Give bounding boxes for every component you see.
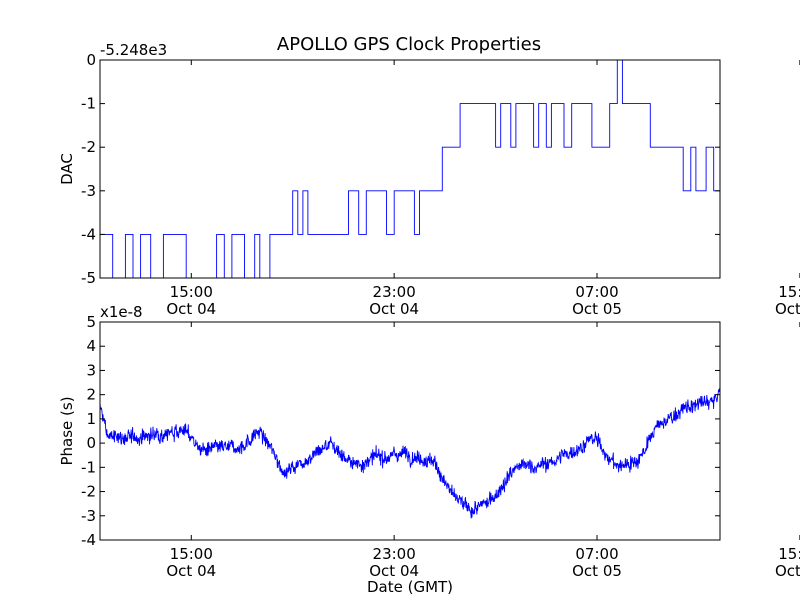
y-tick-label: 4 [86,337,96,355]
y-tick-label: -4 [81,225,96,243]
dac-step-line [100,60,720,278]
y-tick-label: -5 [81,269,96,287]
x-tick-date-label: Oct 04 [166,300,216,318]
x-axis-label: Date (GMT) [367,578,453,596]
y-tick-label: -1 [81,458,96,476]
y-tick-label: 5 [86,313,96,331]
y-tick-label: 0 [86,51,96,69]
phase-y-ticks: 5 4 3 2 1 0 -1 -2 -3 -4 [81,313,720,549]
y-tick-label: 0 [86,434,96,452]
chart-title: APOLLO GPS Clock Properties [277,34,541,55]
dac-offset-label: -5.248e3 [100,41,167,59]
x-tick-date-label: Oct 05 [775,562,800,580]
x-tick-time-label: 15:00 [778,545,800,563]
y-tick-label: -3 [81,507,96,525]
y-tick-label: 2 [86,386,96,404]
x-tick-time-label: 23:00 [373,283,416,301]
phase-line [100,388,720,519]
y-tick-label: -2 [81,138,96,156]
dac-series [100,60,720,278]
y-tick-label: 1 [86,410,96,428]
phase-plot-area [100,322,720,540]
y-tick-label: -4 [81,531,96,549]
x-tick-date-label: Oct 05 [572,300,622,318]
dac-y-axis-label: DAC [58,153,76,185]
x-tick-time-label: 15:00 [778,283,800,301]
y-tick-label: -3 [81,182,96,200]
x-tick-time-label: 07:00 [575,283,618,301]
phase-series [100,388,720,519]
x-tick-date-label: Oct 05 [775,300,800,318]
dac-y-ticks: 0 -1 -2 -3 -4 -5 [81,51,720,287]
dac-plot-frame [99,59,721,279]
phase-y-axis-label: Phase (s) [58,396,76,465]
y-tick-label: -2 [81,483,96,501]
phase-plot-frame [99,321,721,541]
x-tick-date-label: Oct 04 [166,562,216,580]
x-tick-date-label: Oct 04 [369,300,419,318]
dac-plot-area [100,60,720,278]
x-tick-time-label: 07:00 [575,545,618,563]
phase-offset-label: x1e-8 [100,303,143,321]
x-tick-time-label: 15:00 [170,545,213,563]
x-tick-date-label: Oct 04 [369,562,419,580]
y-tick-label: 3 [86,361,96,379]
x-tick-time-label: 23:00 [373,545,416,563]
y-tick-label: -1 [81,95,96,113]
x-tick-date-label: Oct 05 [572,562,622,580]
x-tick-time-label: 15:00 [170,283,213,301]
